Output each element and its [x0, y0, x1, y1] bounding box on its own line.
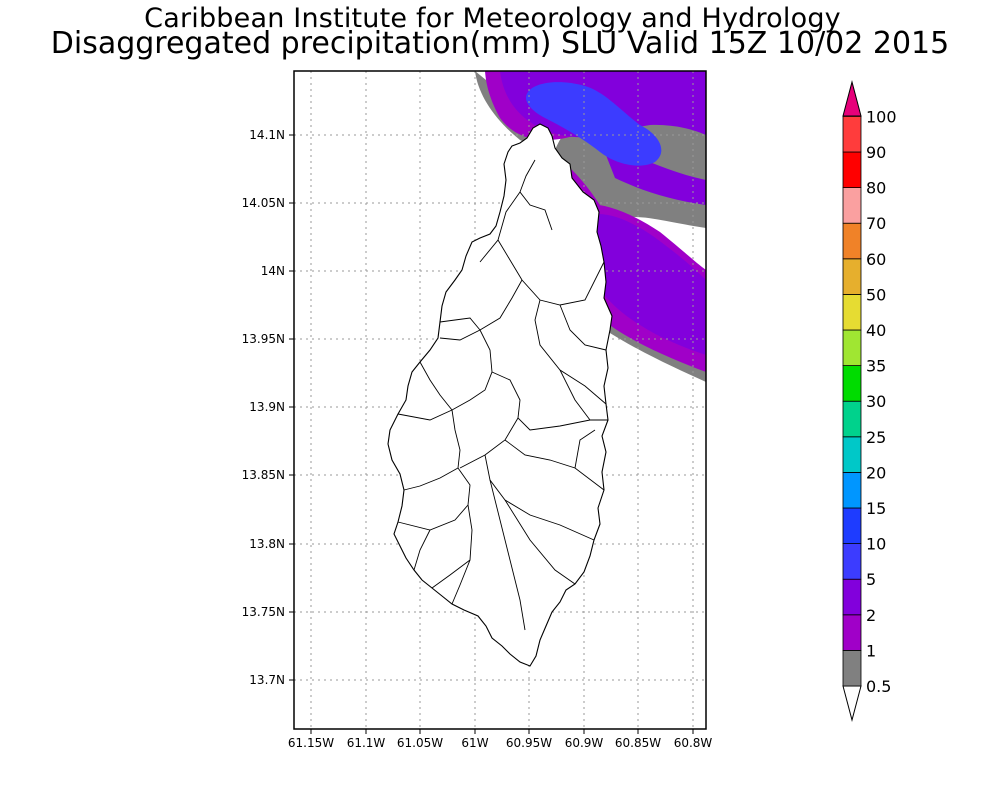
- legend-color-box: [842, 293, 862, 331]
- lat-tick-label: 13.75N: [242, 605, 285, 619]
- map-subtitle: Disaggregated precipitation(mm) SLU Vali…: [50, 26, 950, 61]
- legend-color-box: [842, 365, 862, 402]
- lon-tick-label: 61W: [461, 736, 488, 750]
- legend-color-box: [842, 187, 862, 224]
- legend-color-box: [842, 614, 862, 651]
- legend-label: 1: [866, 641, 876, 660]
- legend-color-box: [842, 222, 862, 260]
- legend-label: 15: [866, 499, 886, 518]
- map-title: Caribbean Institute for Meteorology and …: [144, 3, 841, 34]
- lon-labels: 61.15W 61.1W 61.05W 61W 60.95W 60.9W 60.…: [288, 736, 713, 750]
- lon-tick-label: 61.15W: [288, 736, 334, 750]
- legend-label: 60: [866, 250, 886, 269]
- axis-ticks: [289, 134, 694, 734]
- island-outline: [387, 123, 613, 667]
- lat-labels: 14.1N 14.05N 14N 13.95N 13.9N 13.85N 13.…: [242, 128, 285, 687]
- saint-lucia-coastline: [387, 123, 613, 667]
- legend-label: 25: [866, 428, 886, 447]
- lat-tick-label: 13.95N: [242, 332, 285, 346]
- lat-tick-label: 13.85N: [242, 468, 285, 482]
- legend-label: 30: [866, 392, 886, 411]
- lat-tick-label: 14.1N: [249, 128, 285, 142]
- legend-color-box: [842, 507, 862, 544]
- lon-tick-label: 61.1W: [347, 736, 386, 750]
- lon-tick-label: 60.95W: [506, 736, 552, 750]
- lon-tick-label: 60.85W: [615, 736, 661, 750]
- legend-color-box: [842, 578, 862, 616]
- lon-tick-label: 61.05W: [397, 736, 443, 750]
- legend-label: 2: [866, 606, 876, 625]
- legend-label: 40: [866, 321, 886, 340]
- legend-label: 80: [866, 179, 886, 198]
- legend-low-arrow: [842, 685, 862, 722]
- lat-tick-label: 13.9N: [249, 400, 285, 414]
- legend-label: 90: [866, 143, 886, 162]
- legend-high-arrow: [842, 80, 862, 117]
- legend-color-box: [842, 116, 862, 153]
- lon-tick-label: 60.8W: [674, 736, 713, 750]
- precip-2mm-area: [500, 71, 706, 355]
- legend-color-box: [842, 543, 862, 580]
- lat-tick-label: 13.8N: [249, 537, 285, 551]
- precip-5mm-area: [525, 82, 662, 166]
- watershed-lines: [397, 159, 608, 631]
- legend-label: 10: [866, 535, 886, 554]
- legend-color-box: [842, 436, 862, 473]
- legend-color-box: [842, 400, 862, 438]
- legend-label: 100: [866, 107, 897, 126]
- map-frame: [293, 70, 707, 730]
- legend-color-box: [842, 258, 862, 295]
- legend-color-box: [842, 471, 862, 509]
- legend-label: 35: [866, 357, 886, 376]
- lat-tick-label: 13.7N: [249, 673, 285, 687]
- legend-color-box: [842, 151, 862, 188]
- lat-tick-label: 14N: [261, 264, 285, 278]
- legend-label: 0.5: [866, 677, 891, 696]
- legend-label: 70: [866, 214, 886, 233]
- legend-color-box: [842, 650, 862, 687]
- legend-label: 50: [866, 285, 886, 304]
- lon-tick-label: 60.9W: [565, 736, 604, 750]
- legend-label: 20: [866, 463, 886, 482]
- legend-label: 5: [866, 570, 876, 589]
- legend-color-box: [842, 329, 862, 366]
- lat-tick-label: 14.05N: [242, 196, 285, 210]
